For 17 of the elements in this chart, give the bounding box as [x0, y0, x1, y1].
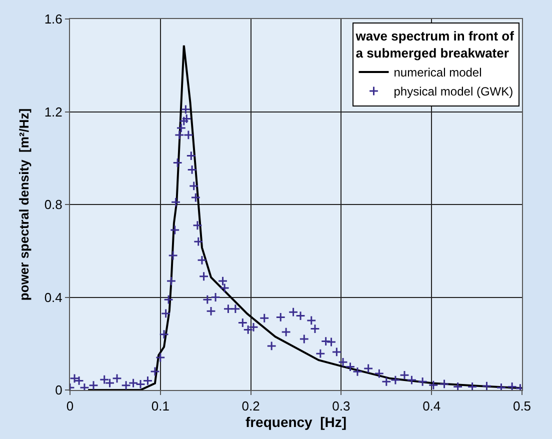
y-tick-label: 0.8 [44, 197, 62, 212]
x-tick-label: 0.4 [422, 398, 441, 414]
legend-title: wave spectrum in front of a submerged breakwater [354, 28, 515, 61]
x-tick-label: 0.3 [332, 398, 350, 414]
x-tick-label: 0.2 [242, 398, 260, 414]
x-tick-label: 0.5 [512, 398, 532, 414]
y-tick-label: 0.4 [44, 290, 62, 305]
x-tick-label: 0.1 [151, 398, 170, 414]
y-axis-title: power spectral density [m²/Hz] [16, 108, 32, 301]
x-tick-label: 0 [66, 398, 74, 414]
line-series [87, 44, 522, 390]
y-tick-label: 1.6 [44, 12, 62, 27]
y-tick-label: 1.2 [44, 104, 62, 120]
y-tick-label: 0 [55, 382, 62, 398]
legend-label: numerical model [394, 66, 482, 80]
legend-label: physical model (GWK) [394, 84, 514, 99]
x-axis-title: frequency [Hz] [245, 414, 347, 430]
